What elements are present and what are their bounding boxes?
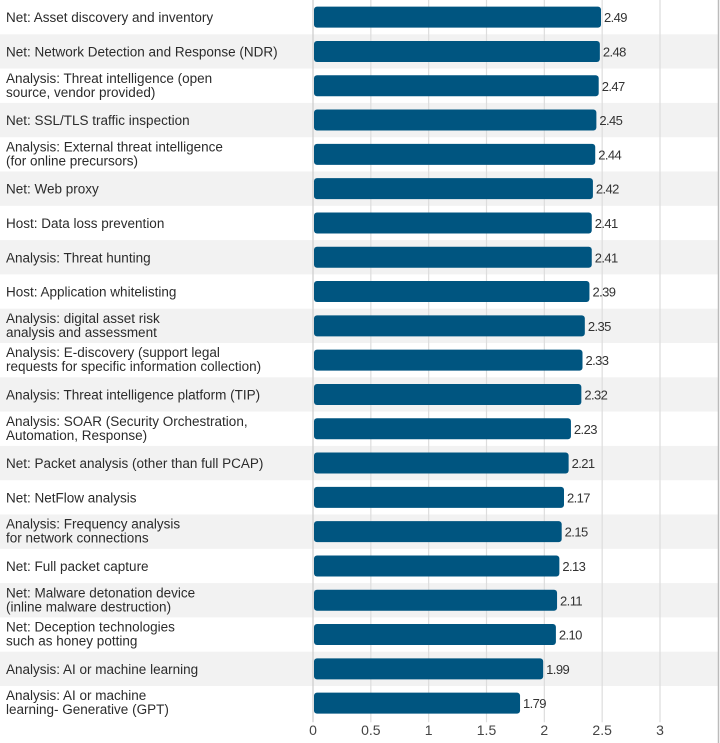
- x-tick-label: 1: [425, 722, 433, 738]
- value-label: 2.45: [599, 113, 622, 128]
- bar: [314, 418, 571, 440]
- category-label: Net: Asset discovery and inventory: [6, 10, 213, 25]
- value-label: 2.33: [586, 353, 609, 368]
- category-label: Analysis: Frequency analysis for network …: [6, 517, 180, 546]
- category-label-line: learning- Generative (GPT): [6, 702, 169, 717]
- bar: [314, 178, 593, 200]
- category-label: Net: Full packet capture: [6, 559, 149, 574]
- x-tick-label: 1.5: [477, 722, 497, 738]
- category-label-line: Net: Malware detonation device: [6, 585, 195, 600]
- value-label: 2.49: [604, 10, 627, 25]
- category-label: Net: Web proxy: [6, 182, 99, 197]
- category-label-line: (for online precursors): [6, 153, 138, 168]
- value-label: 2.39: [592, 285, 615, 300]
- bar: [314, 521, 562, 543]
- value-label: 1.79: [523, 696, 546, 711]
- bar: [314, 452, 569, 474]
- category-label: Analysis: Threat hunting: [6, 250, 151, 265]
- value-label: 2.44: [598, 147, 621, 162]
- category-label: Analysis: AI or machine learning: [6, 662, 198, 677]
- value-label: 2.32: [584, 387, 607, 402]
- bar: [314, 246, 592, 268]
- bar: [314, 692, 521, 714]
- value-label: 2.48: [603, 44, 626, 59]
- category-label: Analysis: E-discovery (support legal requ…: [6, 345, 261, 374]
- category-label-line: Analysis: E-discovery (support legal: [6, 345, 220, 360]
- bar: [314, 281, 590, 303]
- bar: [314, 212, 592, 234]
- category-labels: Net: Asset discovery and inventory Net: N…: [6, 10, 278, 717]
- category-label: Host: Application whitelisting: [6, 285, 176, 300]
- category-label-line: source, vendor provided): [6, 85, 155, 100]
- bar: [314, 589, 558, 611]
- category-label-line: such as honey potting: [6, 634, 137, 649]
- bar: [314, 658, 544, 680]
- value-label: 2.47: [602, 79, 625, 94]
- category-label-line: Net: Deception technologies: [6, 620, 175, 635]
- x-tick-label: 0.5: [361, 722, 381, 738]
- x-tick-label: 0: [309, 722, 317, 738]
- category-label-line: Analysis: External threat intelligence: [6, 139, 223, 154]
- value-label: 2.42: [596, 182, 619, 197]
- bar: [314, 109, 597, 131]
- value-label: 2.41: [595, 216, 618, 231]
- value-label: 2.41: [595, 250, 618, 265]
- value-label: 2.23: [574, 422, 597, 437]
- category-label-line: Analysis: Frequency analysis: [6, 517, 180, 532]
- bar: [314, 315, 585, 337]
- category-label: Analysis: External threat intelligence (f…: [6, 139, 223, 168]
- category-label: Analysis: AI or machine learning- Generat…: [6, 688, 169, 717]
- bar: [314, 349, 583, 371]
- category-label-line: analysis and assessment: [6, 325, 157, 340]
- value-label: 2.10: [559, 628, 582, 643]
- category-label: Analysis: Threat intelligence (open sourc…: [6, 71, 212, 100]
- category-label: Analysis: SOAR (Security Orchestration, A…: [6, 414, 248, 443]
- bar: [314, 40, 600, 62]
- category-label-line: Analysis: SOAR (Security Orchestration,: [6, 414, 248, 429]
- value-label: 2.35: [588, 319, 611, 334]
- category-label-line: Analysis: Threat intelligence (open: [6, 71, 212, 86]
- value-label: 2.15: [565, 525, 588, 540]
- category-label: Net: Network Detection and Response (NDR…: [6, 44, 278, 59]
- bar: [314, 143, 596, 165]
- value-label: 2.11: [560, 593, 582, 608]
- bar: [314, 624, 556, 646]
- category-label-line: Automation, Response): [6, 428, 147, 443]
- category-label: Net: Malware detonation device (inline ma…: [6, 585, 195, 614]
- category-label: Net: NetFlow analysis: [6, 490, 137, 505]
- bar: [314, 383, 582, 405]
- x-tick-label: 2: [540, 722, 548, 738]
- category-label: Net: Packet analysis (other than full PC…: [6, 456, 263, 471]
- category-label: Net: Deception technologies such as honey…: [6, 620, 175, 649]
- bar: [314, 555, 560, 577]
- category-label: Analysis: Threat intelligence platform (…: [6, 387, 260, 402]
- bar: [314, 486, 564, 508]
- value-label: 2.21: [572, 456, 595, 471]
- x-tick-label: 3: [656, 722, 664, 738]
- category-label: Analysis: digital asset risk analysis and…: [6, 311, 160, 340]
- category-label: Net: SSL/TLS traffic inspection: [6, 113, 190, 128]
- x-tick-label: 2.5: [592, 722, 612, 738]
- value-label: 2.13: [562, 559, 585, 574]
- bars: [314, 6, 602, 714]
- value-label: 2.17: [567, 490, 590, 505]
- bar: [314, 75, 599, 97]
- category-label-line: Analysis: AI or machine: [6, 688, 146, 703]
- category-label-line: for network connections: [6, 531, 149, 546]
- category-label-line: Analysis: digital asset risk: [6, 311, 160, 326]
- bar: [314, 6, 602, 28]
- value-labels: 2.49 2.48 2.47 2.45 2.44 2.42 2.41 2.41 2.39 2.35…: [523, 10, 628, 711]
- category-label-line: (inline malware destruction): [6, 599, 171, 614]
- category-label-line: requests for specific information collec…: [6, 359, 261, 374]
- value-label: 1.99: [546, 662, 569, 677]
- category-label: Host: Data loss prevention: [6, 216, 164, 231]
- x-axis-ticks: 0 0.5 1 1.5 2 2.5 3: [309, 722, 664, 738]
